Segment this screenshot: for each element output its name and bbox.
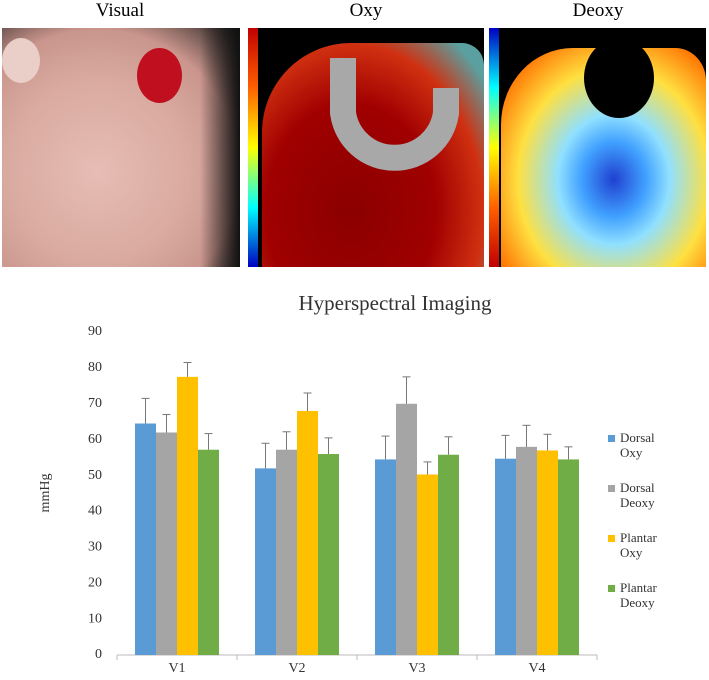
x-tick-label: V2 <box>288 661 305 676</box>
legend-swatch <box>608 585 615 592</box>
bar <box>558 459 579 655</box>
error-bar <box>564 446 573 460</box>
error-bar <box>141 397 150 424</box>
panel-label: Deoxy <box>572 0 624 21</box>
chart-title: Hyperspectral Imaging <box>298 291 492 315</box>
bar <box>396 403 417 655</box>
bar <box>255 468 276 655</box>
bar <box>276 449 297 655</box>
legend-swatch <box>608 485 615 492</box>
legend-item: Dorsal Deoxy <box>608 480 670 530</box>
deoxy-image <box>489 28 706 267</box>
legend-item: Plantar Oxy <box>608 530 670 580</box>
oxy-image <box>248 28 484 267</box>
error-bar <box>162 414 171 433</box>
legend-item: Dorsal Oxy <box>608 430 670 480</box>
error-bar <box>423 461 432 475</box>
y-tick-label: 80 <box>88 360 102 375</box>
colorbar <box>248 28 258 267</box>
bar <box>438 454 459 655</box>
bar <box>297 410 318 655</box>
bar <box>177 376 198 655</box>
y-tick-label: 0 <box>95 647 102 662</box>
bar <box>417 474 438 655</box>
legend-swatch <box>608 435 615 442</box>
legend-label: Dorsal Deoxy <box>620 480 655 510</box>
visual-image <box>2 28 240 267</box>
legend-label: Plantar Deoxy <box>620 580 657 610</box>
legend-item: Plantar Deoxy <box>608 580 670 630</box>
panel-label: Visual <box>95 0 145 21</box>
legend-label: Dorsal Oxy <box>620 430 655 460</box>
bar <box>156 432 177 655</box>
error-bar <box>303 392 312 411</box>
bar <box>198 449 219 655</box>
panel-label: Oxy <box>349 0 383 21</box>
y-axis-label: mmHg <box>38 474 53 513</box>
y-tick-label: 50 <box>88 468 102 483</box>
legend: Dorsal Oxy Dorsal Deoxy Plantar Oxy Plantar… <box>608 430 670 630</box>
error-bar <box>183 362 192 377</box>
error-bar <box>381 435 390 460</box>
chart: Hyperspectral Imaging mmHg 0 10 20 30 40 50 60… <box>38 291 598 676</box>
x-tick-label: V1 <box>168 661 185 676</box>
error-bar <box>543 433 552 451</box>
bar <box>318 454 339 655</box>
legend-label: Plantar Oxy <box>620 530 657 560</box>
bar <box>516 446 537 655</box>
toe <box>2 38 40 83</box>
x-tick-label: V4 <box>528 661 545 676</box>
error-bar <box>402 376 411 404</box>
y-tick-label: 70 <box>88 396 102 411</box>
overlay <box>330 58 459 171</box>
y-tick-label: 20 <box>88 575 102 590</box>
bar <box>537 450 558 655</box>
y-tick-label: 30 <box>88 540 102 555</box>
bar <box>495 458 516 655</box>
wound <box>584 38 654 118</box>
wound <box>137 48 182 103</box>
x-tick-label: V3 <box>408 661 425 676</box>
y-tick-label: 10 <box>88 611 102 626</box>
error-bar <box>204 433 213 450</box>
error-bar <box>282 431 291 450</box>
error-bar <box>501 434 510 459</box>
error-bar <box>324 437 333 455</box>
mask-arc <box>330 58 459 171</box>
y-tick-label: 90 <box>88 324 102 339</box>
error-bar <box>261 442 270 469</box>
error-bar <box>444 436 453 455</box>
y-tick-label: 60 <box>88 432 102 447</box>
bar <box>375 459 396 655</box>
legend-swatch <box>608 535 615 542</box>
bar <box>135 423 156 655</box>
colorbar <box>489 28 499 267</box>
background <box>200 28 240 267</box>
y-tick-label: 40 <box>88 504 102 519</box>
error-bar <box>522 424 531 447</box>
